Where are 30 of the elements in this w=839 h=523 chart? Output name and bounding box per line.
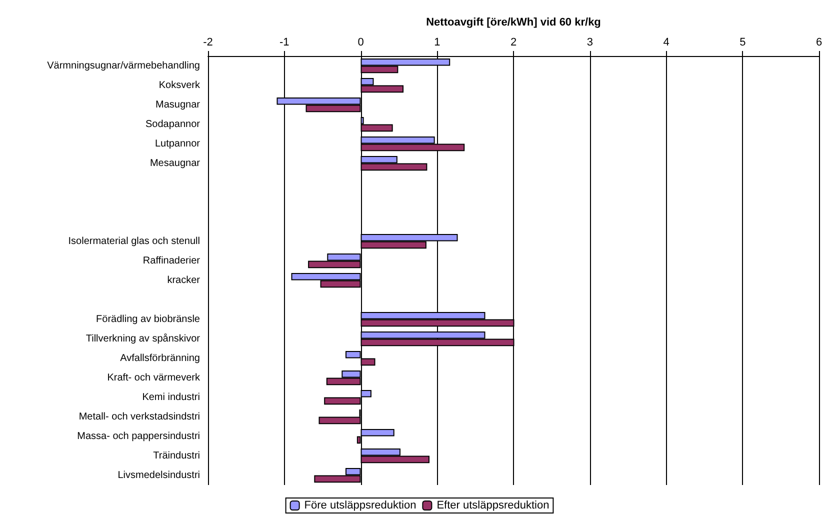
y-tick-label: Mesaugnar <box>150 158 201 169</box>
legend-label: Efter utsläppsreduktion <box>436 500 550 512</box>
x-tick-label: -1 <box>279 36 290 48</box>
y-tick-label: Lutpannor <box>154 138 201 150</box>
x-axis-title: Nettoavgift [öre/kWh] vid 60 kr/kg <box>426 16 601 28</box>
y-tick-label: Metall- och verkstadsindstri <box>78 411 200 422</box>
y-tick-label: Värmningsugnar/värmebehandling <box>47 60 200 72</box>
x-tick-label: 6 <box>816 36 822 48</box>
y-tick-label: Livsmedelsindustri <box>118 470 200 481</box>
y-tick-label: Träindustri <box>153 450 200 462</box>
y-tick-label: Avfallsförbränning <box>120 352 200 364</box>
legend-label: Före utsläppsreduktion <box>304 500 416 512</box>
x-tick-label: 4 <box>663 36 670 48</box>
x-tick-label: 0 <box>358 36 364 48</box>
y-tick-label: Sodapannor <box>146 118 201 130</box>
y-tick-label: Massa- och pappersindustri <box>77 430 200 442</box>
y-tick-label: Kraft- och värmeverk <box>107 372 201 384</box>
y-tick-label: Koksverk <box>158 80 201 91</box>
y-tick-label: Förädling av biobränsle <box>96 314 200 325</box>
y-tick-label: Tillverkning av spånskivor <box>86 332 201 344</box>
y-tick-label: kracker <box>167 274 201 286</box>
y-tick-label: Masugnar <box>156 99 201 110</box>
x-tick-label: 3 <box>586 36 593 48</box>
y-tick-label: Isolermaterial glas och stenull <box>68 236 200 247</box>
x-tick-label: 5 <box>740 36 746 48</box>
x-tick-label: -2 <box>203 36 213 48</box>
y-tick-label: Kemi industri <box>142 392 200 403</box>
x-tick-label: 1 <box>434 36 440 48</box>
x-tick-label: 2 <box>510 36 517 48</box>
y-tick-label: Raffinaderier <box>142 255 201 266</box>
